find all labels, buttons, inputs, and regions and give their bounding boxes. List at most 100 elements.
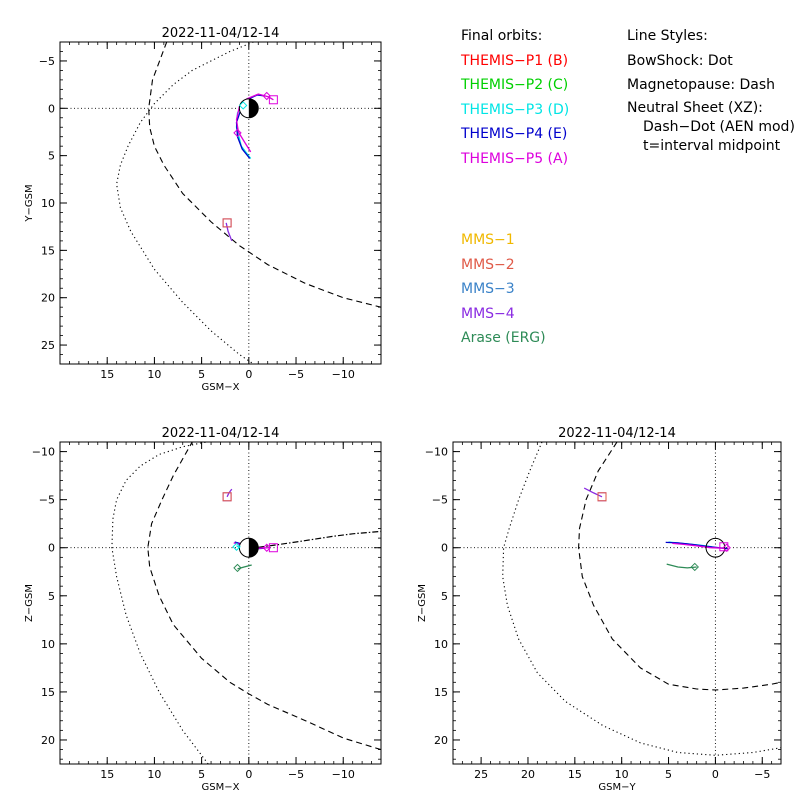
position-marker-diamond	[232, 542, 241, 551]
y-tick-label: 10	[41, 197, 55, 210]
plot-area	[60, 42, 381, 364]
minor-ticks	[452, 441, 782, 764]
plot-area	[60, 442, 381, 764]
position-marker-diamond	[690, 562, 699, 572]
legend-style-bowshock: BowShock: Dot	[627, 52, 733, 69]
earth-night-side	[248, 538, 259, 558]
neutral-sheet-curve	[258, 530, 381, 548]
legend-themis-p3: THEMIS−P3 (D)	[461, 101, 570, 118]
x-tick-label: 25	[474, 768, 488, 781]
legend-themis-p5: THEMIS−P5 (A)	[461, 150, 569, 167]
y-tick-label: 5	[441, 590, 448, 603]
magnetopause-curve	[578, 442, 781, 691]
plot-panel-2: 2022-11-04/12-14 15 10 5 0 −5 −10 −10 −5 0 5 10 15 20…	[24, 426, 382, 793]
x-tick-label: 15	[568, 768, 582, 781]
y-tick-label: 25	[41, 339, 55, 352]
x-tick-label: 5	[198, 768, 205, 781]
legend-orbits-title: Final orbits:	[461, 28, 543, 44]
y-axis-label: Y−GSM	[24, 184, 35, 222]
x-tick-label: 10	[615, 768, 629, 781]
position-marker-square	[719, 542, 729, 552]
orbit-trace	[225, 222, 233, 242]
plot-title: 2022-11-04/12-14	[162, 26, 280, 41]
orbit-trace	[672, 542, 724, 549]
x-tick-label: 10	[147, 768, 161, 781]
legend-final-orbits: Final orbits: THEMIS−P1 (B) THEMIS−P2 (C…	[461, 24, 569, 171]
x-tick-label: −5	[288, 368, 304, 381]
legend-themis-p1: THEMIS−P1 (B)	[461, 52, 569, 69]
x-axis-label: GSM−X	[202, 782, 240, 793]
legend-style-neutral-sheet: Neutral Sheet (XZ):	[627, 99, 763, 116]
y-tick-label: 10	[41, 638, 55, 651]
plot-area	[453, 442, 781, 764]
y-tick-label: −10	[425, 446, 448, 459]
y-tick-label: 15	[434, 686, 448, 699]
legend-mms-1: MMS−1	[461, 232, 515, 248]
x-tick-label: 5	[665, 768, 672, 781]
plot-frame	[59, 441, 382, 765]
y-tick-label: 20	[41, 292, 55, 305]
position-marker-diamond	[233, 128, 242, 138]
bowshock-curve	[111, 442, 209, 764]
magnetopause-curve	[147, 442, 381, 751]
y-tick-label: 0	[48, 102, 55, 115]
legend-themis-p2: THEMIS−P2 (C)	[461, 77, 569, 93]
legend-style-neutral-sheet-time: t=interval midpoint	[643, 137, 781, 154]
y-tick-label: 10	[434, 638, 448, 651]
plot-frame	[452, 441, 782, 765]
legend-mms-2: MMS−2	[461, 256, 515, 273]
y-tick-label: 20	[41, 734, 55, 747]
x-tick-label: −10	[332, 768, 355, 781]
legend-styles-title: Line Styles:	[627, 28, 708, 44]
position-marker-diamond	[262, 91, 271, 101]
x-axis-label: GSM−X	[202, 382, 240, 393]
bowshock-curve	[116, 42, 254, 364]
plot-title: 2022-11-04/12-14	[558, 426, 676, 441]
y-tick-label: −5	[39, 494, 55, 507]
x-tick-label: 20	[521, 768, 535, 781]
y-tick-label: −5	[432, 494, 448, 507]
x-tick-label: 15	[100, 368, 114, 381]
minor-ticks	[59, 441, 382, 764]
y-tick-label: −10	[32, 446, 55, 459]
plot-panel-1: 2022-11-04/12-14 15 10 5 0 −5 −10 −5 0 5 10 15 20 25 G…	[24, 26, 382, 393]
plot-frame	[59, 41, 382, 365]
x-tick-label: −5	[288, 768, 304, 781]
x-tick-label: 10	[147, 368, 161, 381]
legend-style-magnetopause: Magnetopause: Dash	[627, 77, 776, 93]
y-axis-label: Z−GSM	[24, 584, 35, 622]
orbit-trace	[665, 541, 728, 550]
y-tick-label: 15	[41, 244, 55, 257]
bowshock-curve	[502, 442, 781, 756]
position-marker-square	[222, 492, 232, 502]
position-marker-square	[597, 492, 607, 502]
magnetopause-curve	[148, 42, 381, 308]
y-tick-label: 0	[48, 542, 55, 555]
orbit-trace	[583, 487, 603, 498]
y-tick-label: 5	[48, 590, 55, 603]
x-tick-label: 0	[712, 768, 719, 781]
legend-style-neutral-sheet-detail: Dash−Dot (AEN mod)	[643, 118, 795, 135]
position-marker-square	[268, 95, 278, 105]
position-marker-diamond	[238, 101, 248, 110]
x-tick-label: −10	[332, 368, 355, 381]
y-tick-label: 20	[434, 734, 448, 747]
plot-panel-3: 2022-11-04/12-14 25 20 15 10 5 0 −5 −10 −5 0 5 10 15 2…	[417, 426, 782, 793]
position-marker-square	[222, 218, 232, 228]
legend-themis-p4: THEMIS−P4 (E)	[461, 126, 568, 142]
position-marker-square	[268, 543, 278, 553]
orbit-trace	[237, 564, 252, 570]
legend-mms-3: MMS−3	[461, 281, 515, 297]
x-tick-label: −5	[754, 768, 770, 781]
legend-mms-4: MMS−4	[461, 305, 515, 322]
legend-arase: Arase (ERG)	[461, 330, 546, 346]
plot-title: 2022-11-04/12-14	[162, 426, 280, 441]
legend-missions: MMS−1 MMS−2 MMS−3 MMS−4 Arase (ERG)	[461, 228, 546, 351]
x-tick-label: 0	[245, 368, 252, 381]
y-tick-label: 15	[41, 686, 55, 699]
earth-symbol	[705, 537, 726, 558]
y-tick-label: −5	[39, 55, 55, 68]
y-tick-label: 5	[48, 150, 55, 163]
position-marker-diamond	[233, 563, 242, 573]
